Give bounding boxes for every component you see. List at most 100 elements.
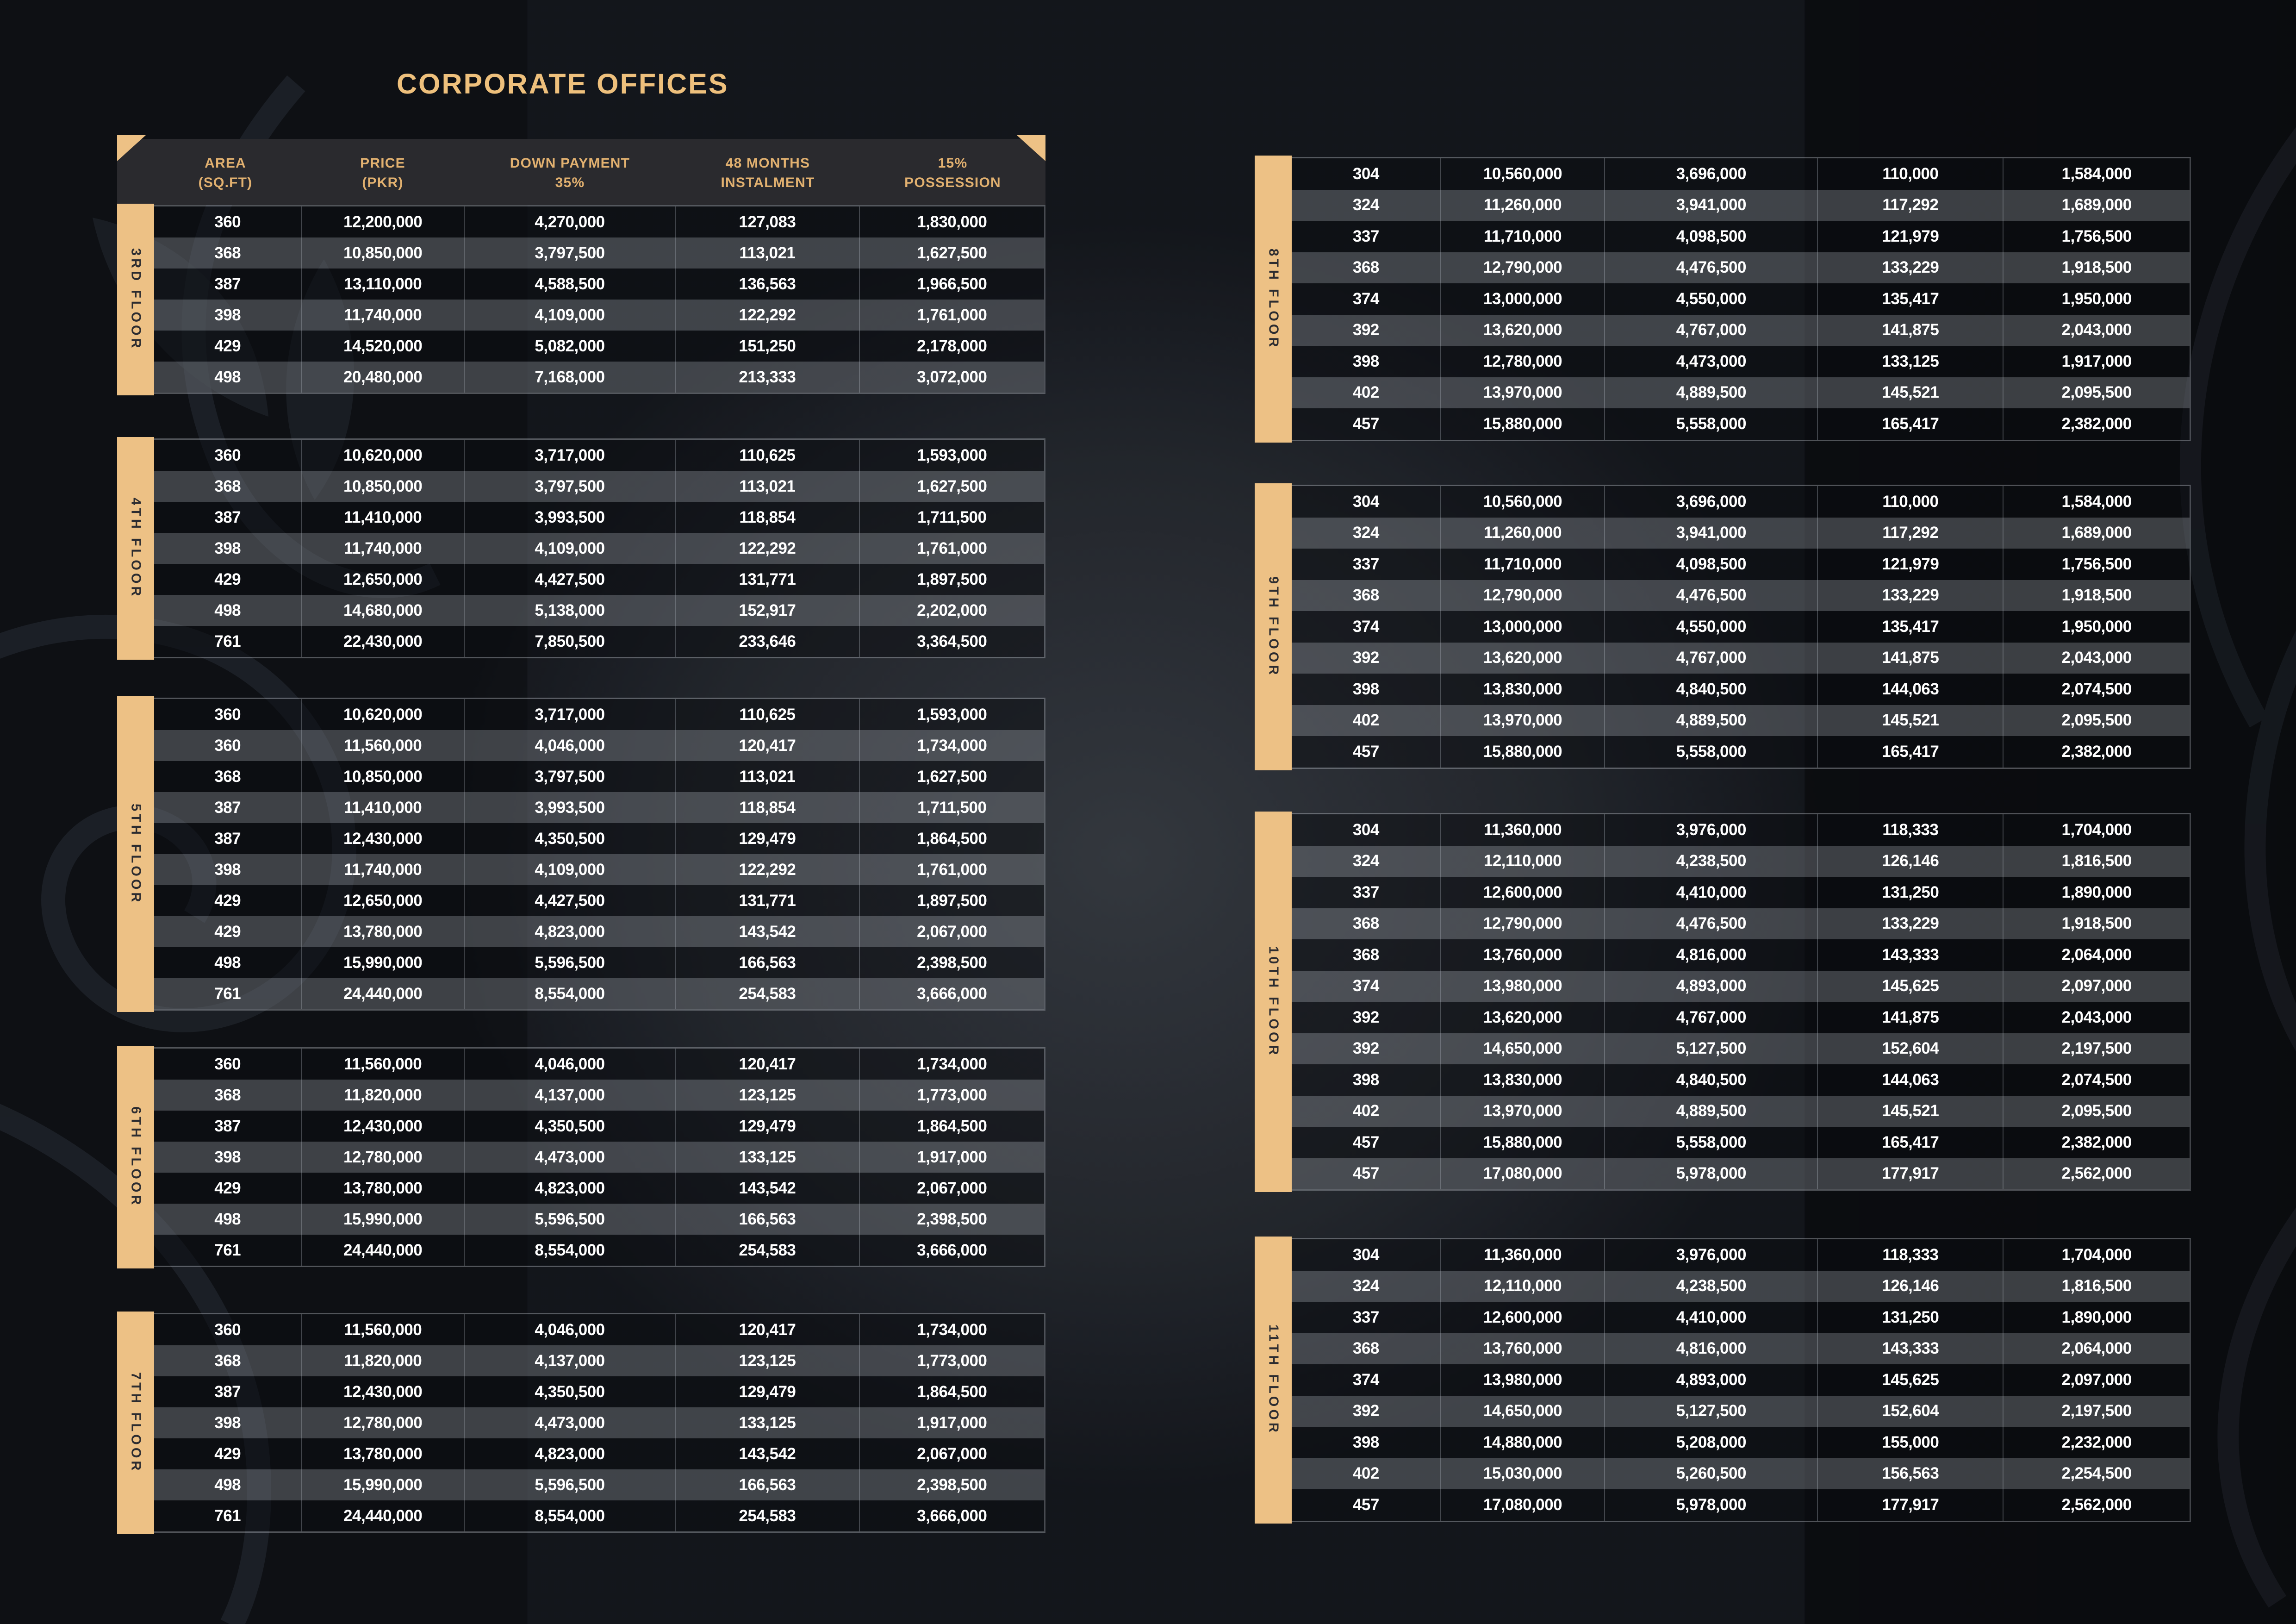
cell-instalment: 145,521 — [1817, 377, 2003, 408]
cell-possession: 1,890,000 — [2003, 877, 2190, 908]
cell-instalment: 233,646 — [675, 626, 859, 657]
cell-instalment: 110,000 — [1817, 158, 2003, 190]
cell-price: 11,740,000 — [301, 300, 463, 331]
cell-area: 398 — [1352, 1433, 1379, 1451]
cell-area: 368 — [1352, 586, 1379, 605]
cell-area: 392 — [1352, 1402, 1379, 1420]
cell-possession: 1,816,500 — [2003, 1270, 2190, 1302]
cell-price: 15,030,000 — [1440, 1458, 1604, 1489]
table-row: 374 13,980,000 4,893,000 145,625 2,097,000 — [1255, 970, 2190, 1002]
table-row: 402 13,970,000 4,889,500 145,521 2,095,500 — [1255, 377, 2190, 408]
cell-instalment: 127,083 — [675, 206, 859, 237]
cell-possession: 1,734,000 — [859, 1314, 1044, 1345]
cell-price: 15,880,000 — [1440, 1127, 1604, 1158]
cell-down-payment: 4,137,000 — [463, 1080, 675, 1111]
cell-price: 13,780,000 — [301, 916, 463, 947]
cell-possession: 2,382,000 — [2003, 408, 2190, 440]
cell-possession: 1,627,500 — [859, 761, 1044, 792]
cell-price: 10,560,000 — [1440, 486, 1604, 518]
floor-tab-label: 4TH FLOOR — [128, 498, 143, 599]
table-row: 398 12,780,000 4,473,000 133,125 1,917,000 — [117, 1407, 1044, 1438]
cell-down-payment: 5,558,000 — [1604, 1127, 1817, 1158]
cell-instalment: 122,292 — [675, 300, 859, 331]
cell-area: 761 — [214, 1506, 241, 1525]
cell-down-payment: 4,109,000 — [463, 854, 675, 885]
cell-down-payment: 3,717,000 — [463, 440, 675, 471]
table-row: 457 15,880,000 5,558,000 165,417 2,382,000 — [1255, 1127, 2190, 1158]
table-row: 387 11,410,000 3,993,500 118,854 1,711,500 — [117, 502, 1044, 533]
floor-block: 360 12,200,000 4,270,000 127,083 1,830,000 36… — [117, 204, 1045, 395]
cell-price: 13,780,000 — [301, 1438, 463, 1469]
table-row: 360 11,560,000 4,046,000 120,417 1,734,000 — [117, 1314, 1044, 1345]
cell-down-payment: 4,238,500 — [1604, 1270, 1817, 1302]
cell-price: 12,430,000 — [301, 1111, 463, 1142]
cell-instalment: 141,875 — [1817, 1002, 2003, 1033]
cell-down-payment: 5,082,000 — [463, 331, 675, 362]
cell-down-payment: 5,138,000 — [463, 595, 675, 626]
cell-down-payment: 3,696,000 — [1604, 486, 1817, 518]
cell-possession: 2,097,000 — [2003, 1364, 2190, 1396]
cell-down-payment: 3,976,000 — [1604, 1239, 1817, 1271]
cell-possession: 2,197,500 — [2003, 1395, 2190, 1427]
floor-tab-label: 11TH FLOOR — [1266, 1324, 1281, 1436]
cell-possession: 2,562,000 — [2003, 1158, 2190, 1189]
cell-down-payment: 5,127,500 — [1604, 1033, 1817, 1064]
cell-possession: 1,734,000 — [859, 730, 1044, 761]
cell-possession: 2,398,500 — [859, 1204, 1044, 1235]
cell-possession: 1,773,000 — [859, 1080, 1044, 1111]
cell-area: 392 — [1352, 1008, 1379, 1026]
cell-instalment: 131,771 — [675, 885, 859, 916]
cell-down-payment: 4,109,000 — [463, 300, 675, 331]
cell-down-payment: 4,893,000 — [1604, 1364, 1817, 1396]
cell-down-payment: 4,046,000 — [463, 730, 675, 761]
cell-area: 387 — [214, 275, 241, 293]
table-row: 498 15,990,000 5,596,500 166,563 2,398,500 — [117, 1204, 1044, 1235]
cell-area: 402 — [1352, 1102, 1379, 1120]
cell-possession: 2,067,000 — [859, 1173, 1044, 1204]
cell-down-payment: 4,823,000 — [463, 916, 675, 947]
table-row: 392 13,620,000 4,767,000 141,875 2,043,000 — [1255, 314, 2190, 346]
cell-down-payment: 4,550,000 — [1604, 611, 1817, 643]
cell-area: 337 — [1352, 883, 1379, 901]
floor-block: 360 10,620,000 3,717,000 110,625 1,593,000 36… — [117, 696, 1045, 1012]
cell-area: 457 — [1352, 414, 1379, 433]
cell-area: 398 — [214, 860, 241, 879]
table-row: 761 24,440,000 8,554,000 254,583 3,666,000 — [117, 978, 1044, 1009]
cell-possession: 2,097,000 — [2003, 970, 2190, 1002]
cell-down-payment: 4,823,000 — [463, 1173, 675, 1204]
cell-area: 360 — [214, 705, 241, 724]
cell-area: 304 — [1352, 164, 1379, 183]
cell-down-payment: 4,476,500 — [1604, 252, 1817, 283]
cell-area: 761 — [214, 632, 241, 650]
cell-price: 11,560,000 — [301, 1049, 463, 1080]
table-row: 368 10,850,000 3,797,500 113,021 1,627,500 — [117, 761, 1044, 792]
floor-block: 304 10,560,000 3,696,000 110,000 1,584,000 32… — [1255, 483, 2191, 770]
cell-down-payment: 4,889,500 — [1604, 377, 1817, 408]
cell-down-payment: 4,046,000 — [463, 1314, 675, 1345]
cell-down-payment: 4,840,500 — [1604, 1064, 1817, 1096]
table-row: 360 10,620,000 3,717,000 110,625 1,593,000 — [117, 440, 1044, 471]
cell-price: 13,760,000 — [1440, 1333, 1604, 1364]
cell-instalment: 177,917 — [1817, 1489, 2003, 1521]
floor-table: 304 11,360,000 3,976,000 118,333 1,704,000 32… — [1255, 813, 2191, 1191]
cell-down-payment: 5,978,000 — [1604, 1158, 1817, 1189]
table-row: 337 11,710,000 4,098,500 121,979 1,756,500 — [1255, 549, 2190, 580]
floor-table: 304 11,360,000 3,976,000 118,333 1,704,000 32… — [1255, 1238, 2191, 1522]
floor-tab: 4TH FLOOR — [117, 437, 154, 660]
cell-area: 392 — [1352, 1039, 1379, 1058]
cell-down-payment: 8,554,000 — [463, 1235, 675, 1266]
cell-possession: 1,917,000 — [2003, 346, 2190, 377]
cell-instalment: 143,333 — [1817, 939, 2003, 971]
cell-down-payment: 3,797,500 — [463, 471, 675, 502]
cell-possession: 2,232,000 — [2003, 1427, 2190, 1458]
cell-instalment: 143,542 — [675, 1173, 859, 1204]
table-row: 368 11,820,000 4,137,000 123,125 1,773,000 — [117, 1080, 1044, 1111]
floor-table: 360 10,620,000 3,717,000 110,625 1,593,000 36… — [117, 438, 1045, 658]
column-header-line1: AREA — [205, 155, 246, 171]
cell-price: 12,790,000 — [1440, 252, 1604, 283]
cell-possession: 1,689,000 — [2003, 517, 2190, 549]
cell-price: 14,880,000 — [1440, 1427, 1604, 1458]
cell-possession: 1,627,500 — [859, 471, 1044, 502]
cell-down-payment: 3,976,000 — [1604, 814, 1817, 846]
cell-instalment: 143,542 — [675, 916, 859, 947]
